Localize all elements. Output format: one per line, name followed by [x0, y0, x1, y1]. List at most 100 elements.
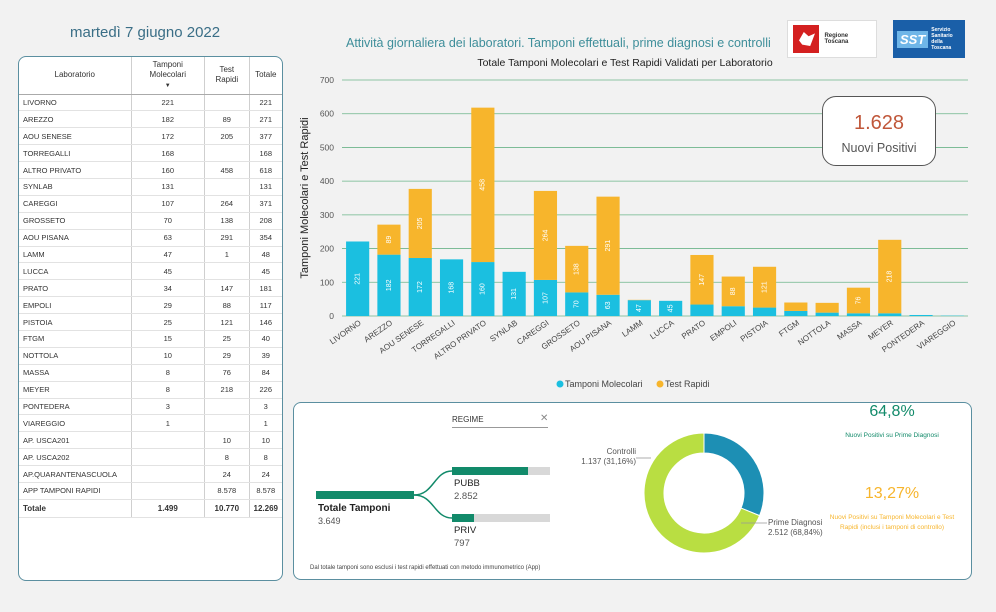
cell-molecolari — [130, 448, 205, 467]
table-row[interactable]: LUCCA 45 45 — [19, 262, 282, 281]
table-row[interactable]: AP. USCA202 8 8 — [19, 448, 282, 467]
cell-totale: 618 — [248, 161, 282, 179]
donut-chart — [636, 432, 767, 554]
totale-tamponi-label: Totale Tamponi — [318, 503, 391, 514]
table-row[interactable]: PONTEDERA 3 3 — [19, 398, 282, 416]
table-row[interactable]: AP. USCA201 10 10 — [19, 431, 282, 450]
table-row[interactable]: ALTRO PRIVATO 160 458 618 — [19, 161, 282, 179]
cell-molecolari: 45 — [130, 262, 205, 281]
header-test-rapidi[interactable]: Test Rapidi — [204, 57, 250, 95]
table-row[interactable]: MEYER 8 218 226 — [19, 381, 282, 399]
cell-laboratorio: AP.QUARANTENASCUOLA — [19, 465, 131, 483]
footnote: Dal totale tamponi sono esclusi i test r… — [310, 565, 541, 571]
cell-rapidi: 24 — [204, 465, 250, 483]
data-label-molecolari: 182 — [386, 279, 393, 291]
cell-rapidi: 121 — [204, 313, 250, 331]
table-row[interactable]: NOTTOLA 10 29 39 — [19, 347, 282, 365]
donut-prime-diagnosi-name: Prime Diagnosi — [768, 518, 823, 527]
cell-laboratorio: CAREGGI — [19, 195, 131, 213]
cell-totale: 39 — [248, 347, 282, 365]
cell-laboratorio: MEYER — [19, 381, 131, 399]
table-row[interactable]: APP TAMPONI RAPIDI 8.578 8.578 — [19, 482, 282, 500]
regione-toscana-logo-text: Regione Toscana — [824, 33, 849, 45]
cell-molecolari: 107 — [130, 195, 205, 213]
data-label-molecolari: 160 — [480, 283, 487, 295]
cell-laboratorio: PRATO — [19, 279, 131, 298]
cell-laboratorio: AOU SENESE — [19, 127, 131, 146]
cell-laboratorio: LAMM — [19, 246, 131, 264]
cell-rapidi: 8.578 — [204, 482, 250, 500]
cell-molecolari: 160 — [130, 161, 205, 179]
table-row[interactable]: TORREGALLI 168 168 — [19, 144, 282, 163]
cell-totale: 84 — [248, 364, 282, 382]
cell-molecolari: 221 — [130, 94, 205, 112]
table-row[interactable]: EMPOLI 29 88 117 — [19, 296, 282, 315]
table-row[interactable]: AOU PISANA 63 291 354 — [19, 229, 282, 247]
table-row[interactable]: CAREGGI 107 264 371 — [19, 195, 282, 213]
total-totale: 12.269 — [248, 498, 282, 518]
cell-molecolari: 182 — [130, 110, 205, 129]
data-label-molecolari: 63 — [605, 301, 612, 309]
header-totale[interactable]: Totale — [248, 57, 282, 95]
x-tick-label: NOTTOLA — [796, 318, 833, 347]
cell-totale: 181 — [248, 279, 282, 298]
table-row[interactable]: LAMM 47 1 48 — [19, 246, 282, 264]
table-row[interactable]: VIAREGGIO 1 1 — [19, 414, 282, 433]
table-row[interactable]: SYNLAB 131 131 — [19, 178, 282, 196]
header-laboratorio[interactable]: Laboratorio — [19, 57, 131, 95]
table-row[interactable]: GROSSETO 70 138 208 — [19, 212, 282, 230]
clear-filter-icon[interactable]: ✕ — [540, 413, 549, 424]
priv-bar-track[interactable] — [452, 514, 550, 522]
cell-totale: 271 — [248, 110, 282, 129]
bar-test-rapidi — [690, 254, 714, 305]
connector-priv — [413, 494, 453, 519]
table-row[interactable]: MASSA 8 76 84 — [19, 364, 282, 382]
table-row[interactable]: PRATO 34 147 181 — [19, 279, 282, 298]
pct-positivi-prime-diagnosi-label: Nuovi Positivi su Prime Diagnosi — [845, 432, 939, 439]
table-row[interactable]: AOU SENESE 172 205 377 — [19, 127, 282, 146]
bar-molecolari — [471, 262, 495, 316]
table-row[interactable]: LIVORNO 221 221 — [19, 94, 282, 112]
bar-test-rapidi — [752, 266, 777, 308]
page-title: Attività giornaliera dei laboratori. Tam… — [346, 36, 771, 50]
sst-logo-text: Servizio Sanitario della Toscana — [931, 27, 953, 51]
bar-test-rapidi — [408, 188, 432, 259]
cell-rapidi — [204, 144, 250, 163]
cell-molecolari — [130, 431, 205, 450]
lab-table-header-row: Laboratorio Tamponi Molecolari ▼ Test Rap… — [19, 57, 282, 95]
cell-laboratorio: GROSSETO — [19, 212, 131, 230]
x-tick-label: LUCCA — [648, 318, 676, 341]
priv-label: PRIV — [454, 525, 477, 536]
date-label: martedì 7 giugno 2022 — [70, 24, 221, 41]
y-tick-label: 200 — [320, 244, 334, 254]
data-label-molecolari: 45 — [667, 304, 674, 312]
cell-laboratorio: LUCCA — [19, 262, 131, 281]
donut-prime-diagnosi-value: 2.512 (68,84%) — [768, 528, 823, 537]
cell-totale: 146 — [248, 313, 282, 331]
table-row[interactable]: AREZZO 182 89 271 — [19, 110, 282, 129]
cell-molecolari: 29 — [130, 296, 205, 315]
cell-rapidi: 138 — [204, 212, 250, 230]
data-label-test-rapidi: 76 — [855, 296, 862, 304]
data-label-test-rapidi: 138 — [574, 263, 581, 275]
regime-filter-label[interactable]: REGIME — [452, 415, 484, 424]
legend-label: Test Rapidi — [665, 379, 710, 389]
cell-laboratorio: PISTOIA — [19, 313, 131, 331]
table-row[interactable]: AP.QUARANTENASCUOLA 24 24 — [19, 465, 282, 483]
donut-slice-prime-diagnosi[interactable] — [643, 432, 761, 554]
cell-molecolari: 8 — [130, 364, 205, 382]
cell-molecolari: 25 — [130, 313, 205, 331]
table-row[interactable]: FTGM 15 25 40 — [19, 330, 282, 348]
totale-tamponi-bar[interactable] — [316, 491, 414, 499]
cell-rapidi — [204, 178, 250, 196]
data-label-test-rapidi: 147 — [699, 274, 706, 286]
table-row[interactable]: PISTOIA 25 121 146 — [19, 313, 282, 331]
data-label-molecolari: 168 — [448, 282, 455, 294]
bar-molecolari — [502, 271, 526, 316]
bar-molecolari — [752, 307, 777, 316]
header-tamponi-molecolari[interactable]: Tamponi Molecolari ▼ — [130, 57, 205, 95]
donut-slice-controlli[interactable] — [703, 432, 765, 517]
cell-totale: 168 — [248, 144, 282, 163]
cell-totale: 377 — [248, 127, 282, 146]
cell-laboratorio: TORREGALLI — [19, 144, 131, 163]
